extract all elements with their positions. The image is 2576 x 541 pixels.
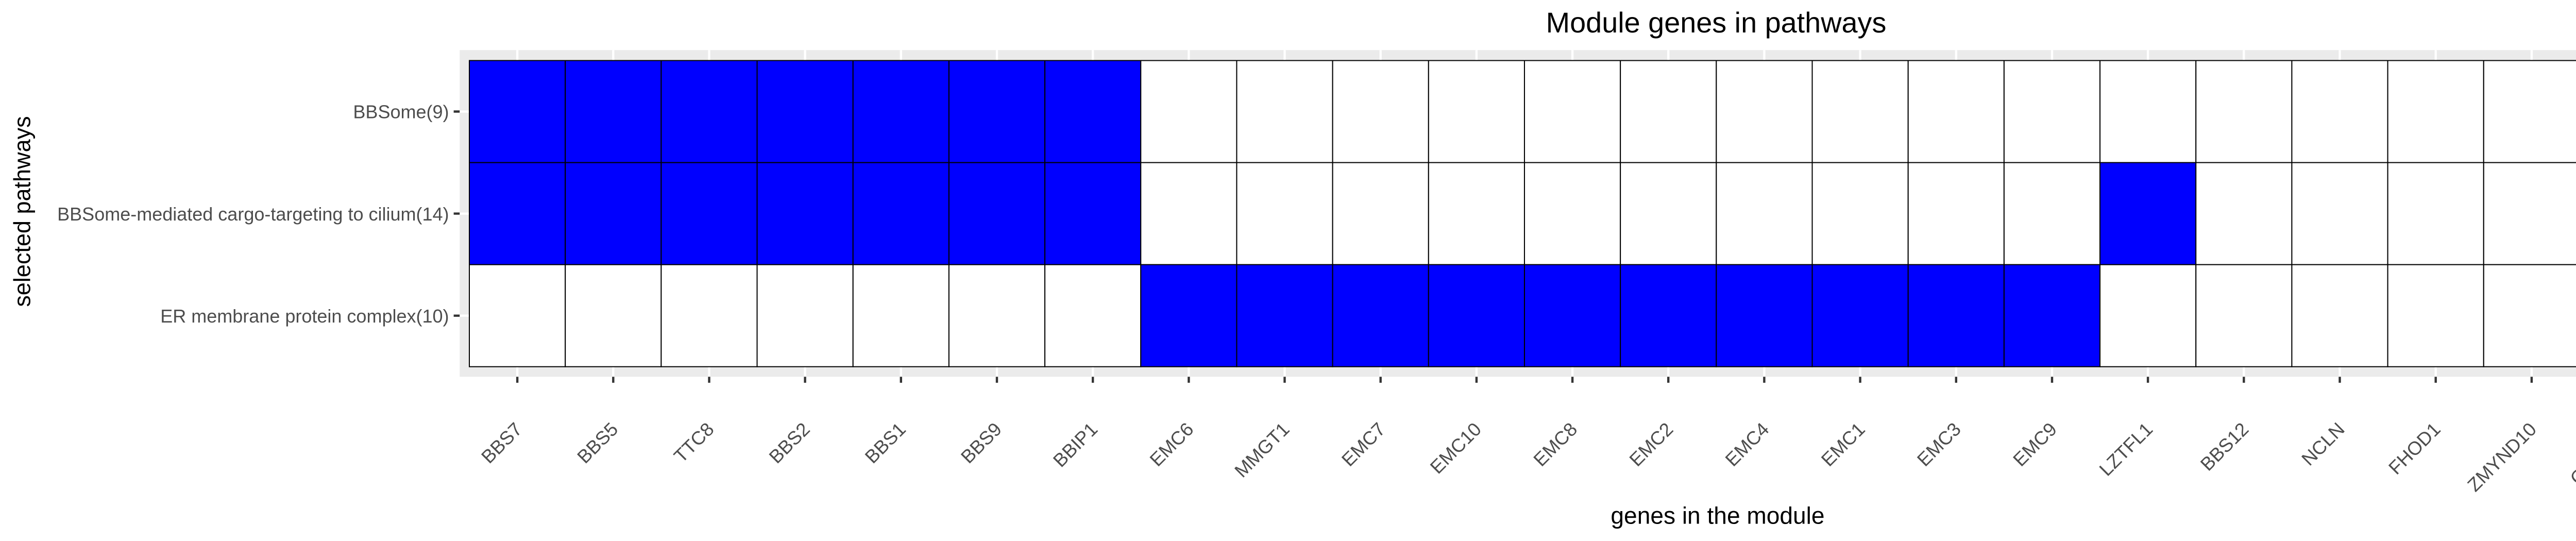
svg-text:BBSome(9): BBSome(9)	[353, 102, 449, 123]
svg-text:ER membrane protein complex(10: ER membrane protein complex(10)	[160, 306, 449, 327]
svg-text:genes in the module: genes in the module	[1611, 502, 1824, 529]
svg-text:Module genes in pathways: Module genes in pathways	[1546, 6, 1887, 39]
svg-text:selected pathways: selected pathways	[9, 116, 36, 307]
svg-text:BBSome-mediated cargo-targetin: BBSome-mediated cargo-targeting to ciliu…	[57, 204, 449, 225]
